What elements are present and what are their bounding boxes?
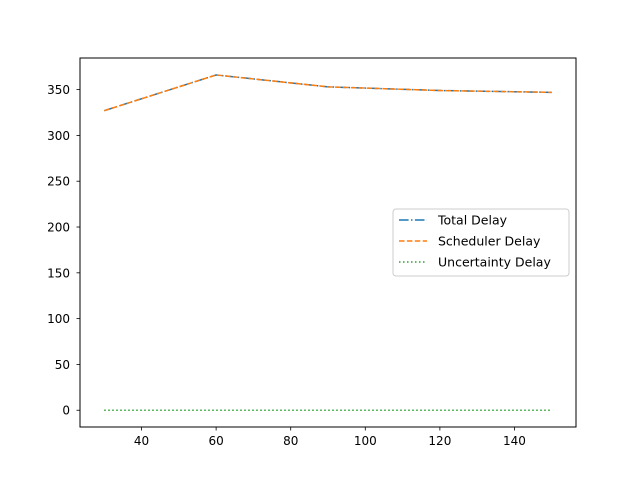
legend-label: Scheduler Delay [438, 234, 541, 249]
plot-lines [104, 74, 552, 411]
plot-frame [79, 57, 577, 428]
x-tick-label: 60 [208, 434, 223, 448]
y-tick-label: 250 [47, 175, 70, 189]
y-tick-label: 50 [55, 358, 70, 372]
legend: Total Delay Scheduler Delay Uncertainty De… [392, 208, 570, 277]
legend-label: Total Delay [437, 213, 508, 228]
y-tick-label: 300 [47, 129, 70, 143]
series-line-total-delay [104, 74, 552, 112]
x-tick-label: 80 [283, 434, 298, 448]
y-tick-label: 100 [47, 312, 70, 326]
x-tick-label: 140 [503, 434, 526, 448]
series-line-scheduler-delay [104, 74, 552, 112]
y-tick-label: 350 [47, 83, 70, 97]
y-tick-label: 200 [47, 221, 70, 235]
x-tick-label: 120 [428, 434, 451, 448]
x-tick-label: 40 [134, 434, 149, 448]
y-axis: 0 50 100 150 200 250 300 350 [47, 83, 80, 418]
y-tick-label: 0 [62, 404, 70, 418]
legend-box [392, 208, 570, 277]
x-axis: 40 60 80 100 120 140 [134, 427, 526, 448]
legend-label: Uncertainty Delay [438, 255, 551, 270]
y-tick-label: 150 [47, 266, 70, 280]
x-tick-label: 100 [354, 434, 377, 448]
